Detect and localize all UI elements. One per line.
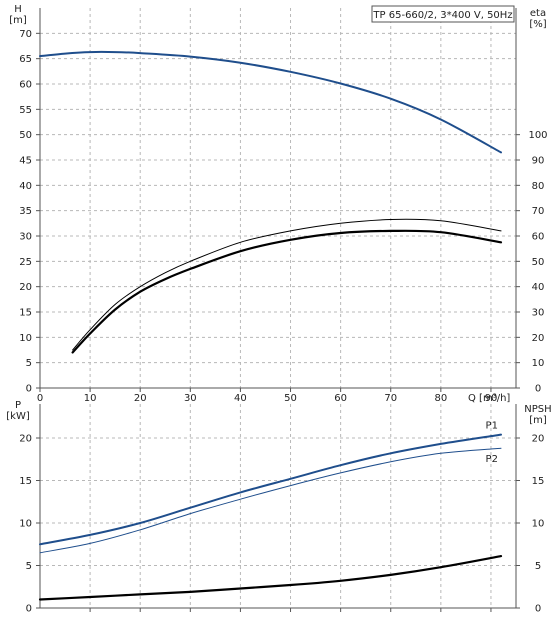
panel-top-y-tick-label-left: 15 [19,308,32,319]
panel-top-x-tick-label: 70 [384,393,397,404]
panel-top-y-tick-label-right: 40 [532,282,545,293]
panel-top-x-tick-label: 60 [334,393,347,404]
panel-bottom-y-label-right-line-0: NPSH [524,404,551,415]
panel-top-x-tick-label: 50 [284,393,297,404]
panel-bottom-y-tick-label-right: 5 [535,561,541,572]
panel-top-y-tick-label-right: 100 [528,130,547,141]
panel-top-y-tick-label-left: 40 [19,181,32,192]
panel-top-x-tick-label: 90 [485,393,498,404]
panel-top-y-tick-label-left: 30 [19,232,32,243]
panel-top-y-tick-label-left: 70 [19,29,32,40]
panel-bottom-y-tick-label-right: 15 [532,476,545,487]
panel-bottom-y-tick-label-left: 0 [26,604,32,615]
panel-bottom-y-label-left-line-0: P [15,400,21,411]
panel-bottom-y-tick-label-left: 5 [26,561,32,572]
panel-top-y-tick-label-right: 90 [532,156,545,167]
panel-top-x-tick-label: 10 [84,393,97,404]
panel-bottom-p1-line [39,433,502,546]
panel-bottom-y-tick-label-left: 10 [19,519,32,530]
panel-bottom-y-tick-label-right: 20 [532,434,545,445]
panel-top-y-tick-label-right: 70 [532,206,545,217]
panel-bottom-y-tick-label-right: 10 [532,519,545,530]
panel-top-y-tick-label-right: 0 [535,384,541,395]
panel-top-series-0-line [39,50,502,154]
panel-top-y-tick-label-right: 80 [532,181,545,192]
panel-top-y-tick-label-left: 50 [19,130,32,141]
panel-top-y-tick-label-left: 35 [19,206,32,217]
panel-top-y-tick-label-right: 10 [532,358,545,369]
panel-bottom-y-label-right-line-1: [m] [529,415,547,426]
panel-top-y-tick-label-right: 60 [532,232,545,243]
panel-top-y-tick-label-left: 55 [19,105,32,116]
panel-top-y-label-right-line-1: [%] [529,19,546,30]
panel-top-y-tick-label-left: 10 [19,333,32,344]
panel-top-y-label-left-line-0: H [14,4,22,15]
panel-top-y-tick-label-left: 60 [19,80,32,91]
panel-bottom-y-label-left-line-1: [kW] [6,411,30,422]
panel-top-x-tick-label: 30 [184,393,197,404]
panel-top-y-tick-label-left: 0 [26,384,32,395]
panel-bottom-p1-label: P1 [486,421,498,432]
panel-top-y-label-left-line-1: [m] [9,15,27,26]
panel-top-y-tick-label-right: 20 [532,333,545,344]
panel-top-x-label: Q [m³/h] [468,393,510,404]
panel-top-series-2-line [71,229,503,354]
panel-bottom-p2-line [39,447,502,554]
panel-bottom-y-tick-label-left: 20 [19,434,32,445]
panel-bottom-y-tick-label-left: 15 [19,476,32,487]
chart-title: TP 65-660/2, 3*400 V, 50Hz [372,10,512,21]
panel-top-y-tick-label-left: 65 [19,54,32,65]
panel-top-x-tick-label: 20 [134,393,147,404]
panel-top-y-tick-label-right: 50 [532,257,545,268]
panel-bottom-series-2-line [38,555,503,601]
panel-top-y-label-right-line-0: eta [530,8,546,19]
panel-top-y-tick-label-left: 45 [19,156,32,167]
panel-top-x-tick-label: 80 [434,393,447,404]
panel-top-y-tick-label-left: 5 [26,358,32,369]
panel-top-series-1-line [72,218,502,351]
panel-bottom-p2-label: P2 [486,454,498,465]
panel-top-x-tick-label: 0 [37,393,43,404]
panel-top-y-tick-label-left: 25 [19,257,32,268]
panel-top-y-tick-label-right: 30 [532,308,545,319]
panel-top-y-tick-label-left: 20 [19,282,32,293]
panel-top-x-tick-label: 40 [234,393,247,404]
panel-bottom-y-tick-label-right: 0 [535,604,541,615]
chart-title-box [371,5,515,23]
